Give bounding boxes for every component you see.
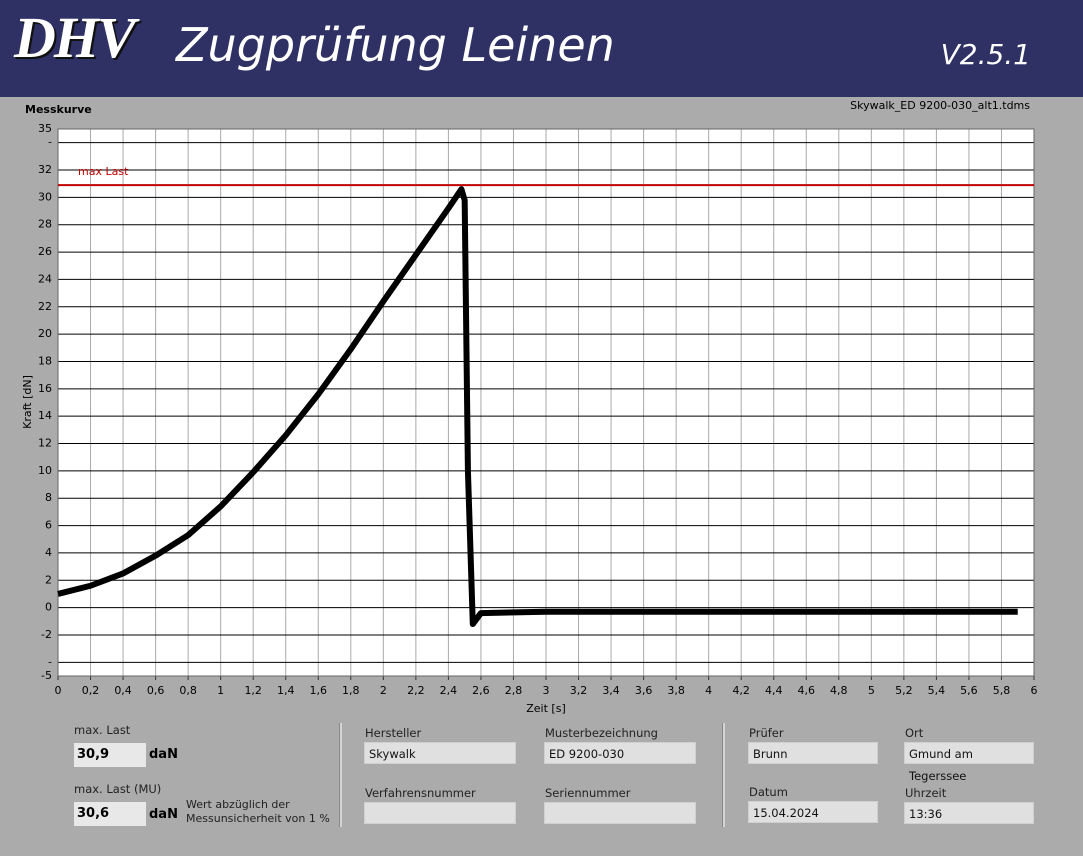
- y-tick-label: 4: [45, 546, 52, 559]
- y-tick-label: 2: [45, 573, 52, 586]
- x-axis-label: Zeit [s]: [526, 702, 565, 715]
- note-line: Wert abzüglich der: [186, 798, 290, 811]
- text-field[interactable]: [364, 802, 516, 824]
- y-tick-label: -5: [41, 669, 52, 682]
- field-label: Verfahrensnummer: [365, 786, 476, 800]
- field-label: max. Last (MU): [74, 782, 162, 796]
- x-tick-label: 3,4: [602, 684, 620, 697]
- text-field[interactable]: ED 9200-030: [544, 742, 696, 764]
- x-tick-label: 0,6: [147, 684, 165, 697]
- y-tick-label: 26: [38, 245, 52, 258]
- y-axis-label: Kraft [dN]: [21, 375, 34, 429]
- field-label: Hersteller: [365, 726, 422, 740]
- app-title: Zugprüfung Leinen: [176, 18, 615, 72]
- x-tick-label: 1: [217, 684, 224, 697]
- y-tick-label: -: [48, 136, 52, 149]
- value-field: 30,9: [74, 743, 146, 767]
- plot-border: [57, 128, 1035, 677]
- x-tick-label: 4,4: [765, 684, 783, 697]
- y-tick-label: 12: [38, 437, 52, 450]
- x-tick-label: 4,2: [732, 684, 750, 697]
- x-tick-label: 3: [543, 684, 550, 697]
- note-line: Messunsicherheit von 1 %: [186, 812, 330, 825]
- field-label: max. Last: [74, 723, 131, 737]
- field-label: Datum: [749, 785, 788, 799]
- x-tick-label: 0,2: [82, 684, 100, 697]
- logo: DHV: [14, 5, 136, 70]
- text-field[interactable]: Brunn: [748, 742, 878, 764]
- x-tick-label: 0,8: [179, 684, 197, 697]
- separator: [722, 723, 725, 827]
- x-tick-label: 2,6: [472, 684, 490, 697]
- y-tick-label: 22: [38, 300, 52, 313]
- x-tick-label: 0,4: [114, 684, 132, 697]
- y-tick-label: 24: [38, 272, 52, 285]
- y-tick-label: -: [48, 655, 52, 668]
- text-field[interactable]: Gmund am Tegerssee: [904, 742, 1034, 783]
- y-tick-label: 6: [45, 519, 52, 532]
- x-tick-label: 0: [55, 684, 62, 697]
- x-tick-label: 5,4: [928, 684, 946, 697]
- y-tick-label: 14: [38, 409, 52, 422]
- field-label: Uhrzeit: [905, 786, 947, 800]
- unit: daN: [149, 747, 178, 762]
- field-label: Seriennummer: [545, 786, 631, 800]
- reference-label: max Last: [78, 165, 129, 178]
- x-tick-label: 4,6: [798, 684, 816, 697]
- y-tick-label: 35: [38, 122, 52, 135]
- x-tick-label: 6: [1031, 684, 1038, 697]
- version: V2.5.1: [940, 38, 1031, 71]
- x-tick-label: 5,8: [993, 684, 1011, 697]
- x-tick-label: 5,6: [960, 684, 978, 697]
- field-label: Ort: [905, 726, 924, 740]
- x-tick-label: 1,4: [277, 684, 295, 697]
- value-field: 30,6: [74, 802, 146, 826]
- x-tick-label: 4,8: [830, 684, 848, 697]
- y-tick-label: 0: [45, 601, 52, 614]
- x-tick-label: 2: [380, 684, 387, 697]
- y-tick-label: -2: [41, 628, 52, 641]
- x-tick-label: 5,2: [895, 684, 913, 697]
- unit: daN: [149, 807, 178, 822]
- y-tick-label: 8: [45, 491, 52, 504]
- y-tick-label: 16: [38, 382, 52, 395]
- field-label: Musterbezeichnung: [545, 726, 658, 740]
- x-tick-label: 4: [705, 684, 712, 697]
- y-tick-label: 18: [38, 354, 52, 367]
- field-label: Prüfer: [749, 726, 784, 740]
- x-tick-label: 3,6: [635, 684, 653, 697]
- text-field[interactable]: [544, 802, 696, 824]
- x-tick-label: 2,4: [440, 684, 458, 697]
- measurement-curve: [57, 186, 1018, 628]
- separator: [339, 723, 342, 827]
- y-tick-label: 20: [38, 327, 52, 340]
- x-tick-label: 1,6: [310, 684, 328, 697]
- x-tick-label: 1,8: [342, 684, 360, 697]
- text-field[interactable]: 15.04.2024: [748, 801, 878, 823]
- x-tick-label: 3,8: [667, 684, 685, 697]
- chart-title: Messkurve: [25, 103, 92, 116]
- y-tick-label: 30: [38, 190, 52, 203]
- header-bar: DHV Zugprüfung Leinen V2.5.1: [0, 0, 1083, 97]
- x-tick-label: 3,2: [570, 684, 588, 697]
- y-tick-label: 28: [38, 218, 52, 231]
- x-tick-label: 2,8: [505, 684, 523, 697]
- x-tick-label: 5: [868, 684, 875, 697]
- y-tick-label: 10: [38, 464, 52, 477]
- x-tick-label: 2,2: [407, 684, 425, 697]
- text-field[interactable]: Skywalk: [364, 742, 516, 764]
- text-field[interactable]: 13:36: [904, 802, 1034, 824]
- y-tick-label: 32: [38, 163, 52, 176]
- x-tick-label: 1,2: [244, 684, 262, 697]
- file-name: Skywalk_ED 9200-030_alt1.tdms: [850, 99, 1030, 112]
